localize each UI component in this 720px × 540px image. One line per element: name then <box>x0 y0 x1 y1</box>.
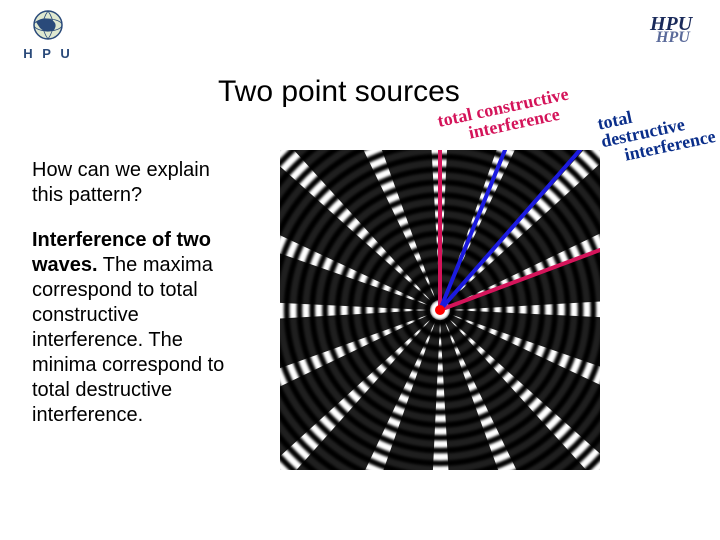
logo-right-text-2: HPU <box>655 29 691 46</box>
annotation-destructive: total destructive interference <box>596 90 720 168</box>
hpu-globe-logo: H P U <box>18 8 78 63</box>
question-text: How can we explain this pattern? <box>32 158 242 208</box>
body-rest: The maxima correspond to total construct… <box>32 254 224 426</box>
interference-figure <box>280 150 600 470</box>
body-text: Interference of two waves. The maxima co… <box>32 228 252 428</box>
hpu-italic-logo: HPU HPU <box>642 8 702 48</box>
logo-left-text: H P U <box>23 46 72 61</box>
slide-title: Two point sources <box>218 75 460 109</box>
